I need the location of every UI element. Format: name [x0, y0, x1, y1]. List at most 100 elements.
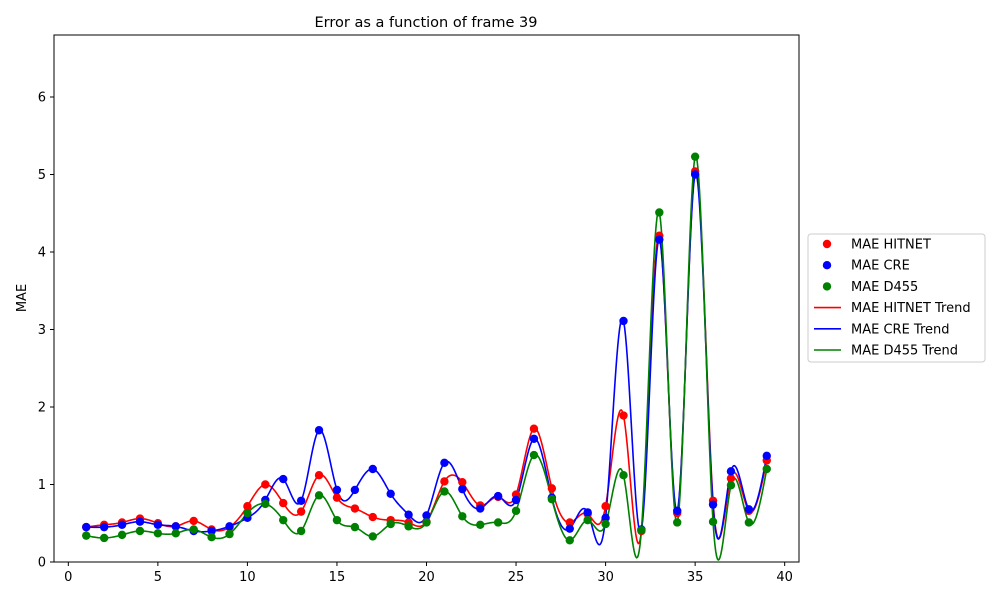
- data-point-2-37: [744, 518, 754, 527]
- data-point-1-24: [511, 495, 521, 505]
- data-point-0-27: [565, 518, 574, 527]
- data-point-0-11: [279, 498, 288, 508]
- legend-marker-1: [822, 261, 832, 270]
- data-point-2-16: [368, 532, 377, 541]
- data-point-2-12: [296, 526, 306, 536]
- x-tick-label-8: 40: [776, 570, 793, 585]
- chart-title: Error as a function of frame 39: [315, 15, 538, 31]
- data-point-2-25: [529, 450, 539, 460]
- data-point-2-23: [493, 518, 503, 527]
- data-point-1-0: [82, 522, 91, 532]
- data-point-1-5: [171, 522, 180, 531]
- data-point-1-21: [458, 484, 467, 494]
- data-point-1-30: [619, 316, 628, 326]
- data-point-0-20: [440, 477, 449, 486]
- data-point-2-24: [511, 506, 521, 516]
- data-point-2-21: [458, 512, 467, 521]
- x-tick-label-1: 5: [154, 570, 162, 585]
- y-tick-label-2: 2: [38, 401, 46, 416]
- data-point-1-18: [404, 510, 413, 519]
- y-tick-label-1: 1: [38, 478, 46, 493]
- data-point-2-20: [440, 487, 449, 496]
- x-tick-label-2: 10: [239, 570, 256, 585]
- data-point-2-33: [673, 518, 682, 527]
- legend-box: [807, 233, 986, 363]
- data-point-1-17: [386, 489, 395, 498]
- data-point-1-16: [368, 464, 377, 474]
- data-point-2-10: [261, 499, 270, 509]
- data-point-0-13: [314, 471, 324, 480]
- data-point-1-4: [153, 520, 163, 529]
- y-axis-label: MAE: [15, 284, 30, 312]
- data-point-0-9: [243, 502, 252, 511]
- data-point-2-13: [314, 491, 324, 500]
- legend-label-4: MAE CRE Trend: [851, 322, 950, 337]
- data-point-2-15: [350, 522, 360, 532]
- data-point-2-9: [243, 508, 252, 518]
- data-point-2-18: [404, 522, 413, 531]
- data-point-1-22: [476, 504, 485, 513]
- legend-label-1: MAE CRE: [851, 259, 910, 274]
- data-point-2-34: [690, 152, 700, 161]
- data-point-0-36: [726, 474, 736, 483]
- data-point-0-29: [601, 502, 610, 511]
- y-tick-label-0: 0: [38, 556, 46, 571]
- data-point-2-14: [332, 515, 342, 525]
- legend-label-2: MAE D455: [851, 280, 918, 295]
- data-point-1-2: [117, 520, 127, 529]
- data-point-0-12: [296, 507, 306, 516]
- legend-marker-0: [822, 239, 832, 249]
- legend-label-3: MAE HITNET Trend: [851, 301, 971, 316]
- data-point-1-3: [135, 517, 145, 526]
- data-point-1-33: [673, 506, 682, 516]
- data-point-0-30: [619, 411, 628, 420]
- x-tick-label-5: 25: [508, 570, 525, 585]
- data-point-1-12: [296, 496, 306, 505]
- data-point-2-0: [82, 531, 91, 540]
- data-point-1-27: [565, 524, 574, 533]
- legend-marker-2: [822, 282, 832, 291]
- data-point-1-25: [529, 434, 539, 443]
- data-point-1-35: [708, 500, 718, 509]
- data-point-2-3: [135, 526, 145, 536]
- data-point-1-37: [744, 505, 754, 514]
- data-point-2-31: [637, 526, 646, 535]
- data-point-0-21: [458, 477, 467, 487]
- data-point-2-29: [601, 519, 610, 529]
- data-point-1-29: [601, 513, 610, 523]
- trend-line-1: [86, 172, 768, 546]
- data-point-1-8: [225, 522, 234, 531]
- y-tick-label-3: 3: [38, 323, 46, 338]
- data-point-1-28: [583, 508, 592, 517]
- data-point-2-17: [386, 519, 395, 529]
- x-tick-label-6: 30: [597, 570, 614, 585]
- data-point-1-1: [99, 522, 109, 532]
- data-point-1-36: [726, 467, 736, 476]
- data-point-0-25: [529, 424, 539, 433]
- data-point-1-20: [440, 458, 449, 467]
- data-point-2-27: [565, 536, 574, 545]
- data-point-1-23: [493, 491, 503, 501]
- data-point-1-13: [314, 426, 324, 435]
- data-point-0-16: [368, 512, 377, 522]
- plot-area: [82, 152, 771, 562]
- data-point-1-19: [422, 511, 431, 520]
- data-point-2-35: [708, 517, 718, 526]
- data-point-2-30: [619, 471, 628, 480]
- x-tick-label-0: 0: [64, 570, 72, 585]
- x-tick-label-3: 15: [329, 570, 346, 585]
- legend-label-0: MAE HITNET: [851, 238, 931, 253]
- data-point-0-15: [350, 504, 360, 513]
- data-point-1-32: [655, 235, 664, 244]
- data-point-0-6: [189, 516, 198, 526]
- data-point-2-36: [726, 481, 736, 490]
- data-point-2-26: [547, 495, 557, 504]
- x-tick-label-7: 35: [687, 570, 704, 585]
- data-point-1-14: [332, 485, 342, 495]
- data-point-1-38: [762, 451, 771, 461]
- data-point-2-32: [655, 208, 664, 217]
- data-point-1-15: [350, 485, 360, 495]
- legend: MAE HITNET MAE CRE MAE D455 MAE HITNET Tren…: [807, 233, 986, 363]
- data-point-2-6: [189, 525, 198, 534]
